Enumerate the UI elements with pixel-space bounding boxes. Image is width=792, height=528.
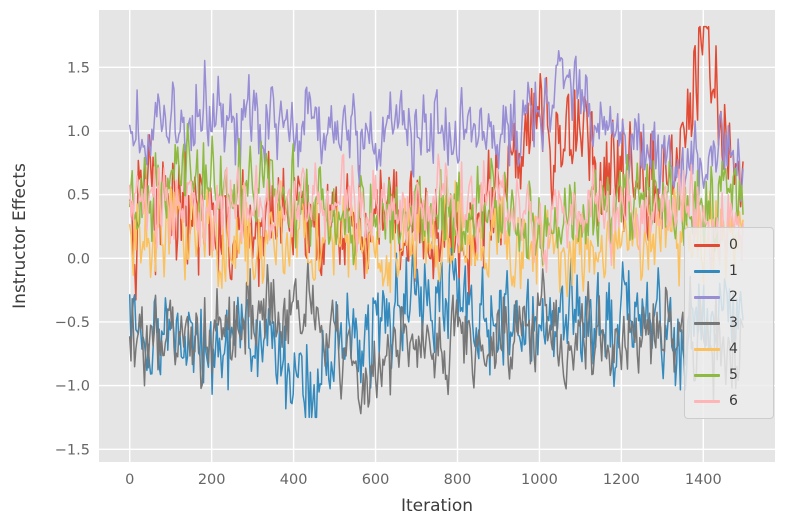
x-tick-label: 400 (280, 472, 308, 488)
y-tick-label: 0.5 (67, 188, 90, 204)
legend-label: 2 (729, 289, 738, 305)
x-axis-label: Iteration (400, 496, 474, 516)
x-tick-label: 800 (444, 472, 472, 488)
series-line-6 (128, 153, 744, 274)
x-tick-label: 600 (362, 472, 390, 488)
legend-label: 0 (729, 237, 738, 253)
x-tick-label: 0 (125, 472, 134, 488)
y-tick-label: −0.5 (55, 315, 90, 331)
legend-label: 4 (729, 341, 738, 357)
x-tick-label: 1000 (521, 472, 558, 488)
legend-item: 1 (694, 261, 764, 281)
legend-swatch (694, 321, 720, 325)
y-tick-label: 0.0 (67, 251, 90, 267)
legend-item: 0 (694, 235, 764, 255)
series-line-1 (128, 247, 744, 419)
series-line-0 (128, 25, 744, 301)
legend-item: 4 (694, 339, 764, 359)
y-tick-label: −1.5 (55, 442, 90, 458)
legend-swatch (694, 347, 720, 351)
legend-item: 3 (694, 313, 764, 333)
y-axis-label: Instructor Effects (10, 163, 30, 309)
x-tick-label: 1200 (603, 472, 640, 488)
legend-item: 6 (694, 391, 764, 411)
legend: 0 1 2 3 4 5 6 (684, 227, 774, 419)
series-line-2 (128, 50, 744, 202)
legend-swatch (694, 373, 720, 377)
series-line-3 (128, 260, 744, 415)
legend-label: 3 (729, 315, 738, 331)
legend-swatch (694, 243, 720, 247)
y-tick-label: 1.5 (67, 60, 90, 76)
x-tick-label: 200 (198, 472, 226, 488)
legend-swatch (694, 399, 720, 403)
legend-item: 2 (694, 287, 764, 307)
y-tick-label: 1.0 (67, 124, 90, 140)
series-line-4 (128, 176, 744, 298)
legend-label: 5 (729, 367, 738, 383)
legend-swatch (694, 295, 720, 299)
legend-item: 5 (694, 365, 764, 385)
legend-label: 6 (729, 393, 738, 409)
y-tick-label: −1.0 (55, 379, 90, 395)
x-tick-label: 1400 (685, 472, 722, 488)
legend-label: 1 (729, 263, 738, 279)
legend-swatch (694, 269, 720, 273)
